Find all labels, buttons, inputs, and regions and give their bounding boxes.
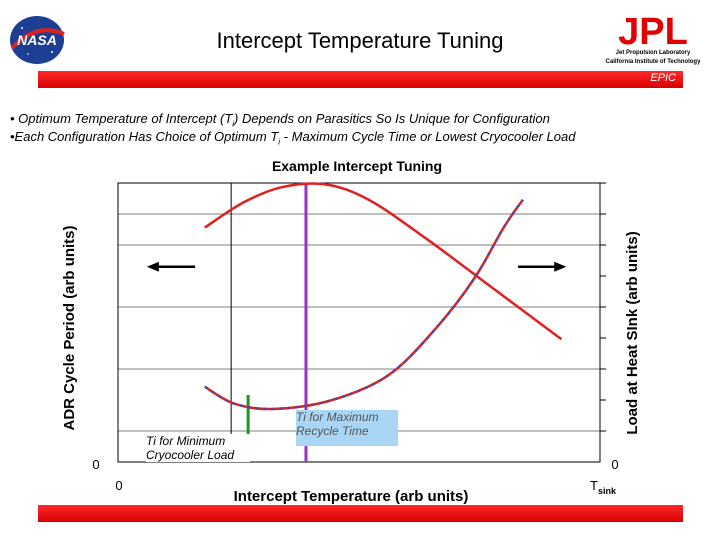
jpl-logo-line1: Jet Propulsion Laboratory [616,50,691,56]
epic-label: EPIC [650,72,676,84]
chart-title: Example Intercept Tuning [272,158,442,174]
nasa-logo: NASA [10,16,65,64]
chart-arrows [146,261,567,272]
bullet-2-prefix: •Each Configuration Has Choice of Optimu… [10,129,279,144]
bullet-1-sub: i [232,119,235,129]
nasa-logo-text: NASA [17,32,57,48]
page-title: Intercept Temperature Tuning [216,28,504,53]
note-max-recycle-time: Ti for Maximum Recycle Time [296,410,398,446]
arrow-head-1 [146,261,159,272]
x-tick-zero: 0 [115,478,122,493]
chart-plot-border [117,182,601,463]
chart-series [204,182,563,411]
jpl-logo-text: JPL [618,11,688,53]
note-min-cryocooler-load: Ti for Minimum Cryocooler Load [146,434,250,462]
bullet-2-sub: i [278,137,281,147]
bullet-2-suffix: - Maximum Cycle Time or Lowest Cryocoole… [280,129,576,144]
y2-axis-label: Load at Heat SInk (arb units) [624,231,641,434]
x-axis-label: Intercept Temperature (arb units) [234,488,469,505]
bullet-1-suffix: ) Depends on Parasitics So Is Unique for… [234,111,550,126]
bullet-1-prefix: • Optimum Temperature of Intercept (T [10,111,233,126]
y-axis-label: ADR Cycle Period (arb units) [61,225,78,430]
jpl-logo-line2: California Institute of Technology [606,59,702,65]
x-tick-tsink: Tsink [590,478,617,496]
series-heat-sink-load-dash [204,199,524,411]
arrow-head-2 [554,261,567,272]
y-tick-zero: 0 [92,457,99,472]
bullet-optimum-temperature: • Optimum Temperature of Intercept (Ti) … [10,111,550,129]
footer-red-bar [38,505,683,522]
series-adr-cycle-period [204,182,563,341]
x-tick-tsink-main: T [590,478,598,493]
y2-tick-zero: 0 [611,457,618,472]
chart-markers [230,183,308,462]
chart-gridlines [118,182,606,432]
jpl-logo: JPL Jet Propulsion Laboratory California… [606,11,702,65]
header-red-bar [38,71,683,88]
x-tick-tsink-sub: sink [598,486,617,496]
bullet-configuration-choice: •Each Configuration Has Choice of Optimu… [10,129,575,147]
series-heat-sink-load [204,199,524,411]
